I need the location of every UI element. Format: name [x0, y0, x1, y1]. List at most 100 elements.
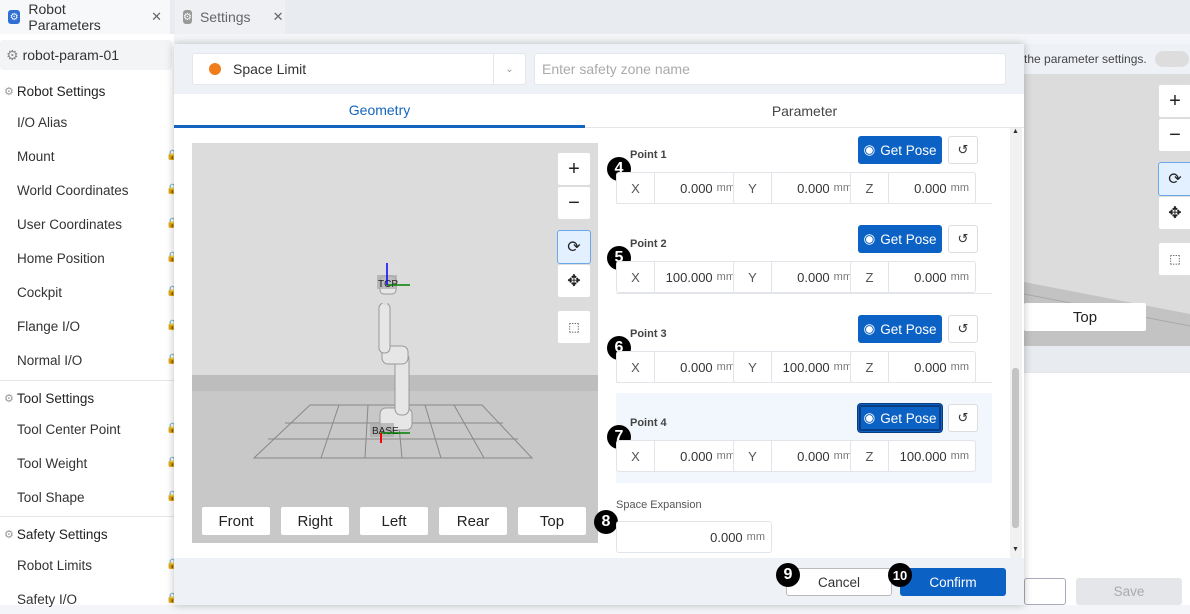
zoom-in-button[interactable]: +: [1158, 84, 1190, 118]
sidebar-section[interactable]: ⚙ Safety Settings: [0, 519, 174, 549]
point-y-input[interactable]: Y 0.000 mm: [733, 172, 859, 204]
background-panel: [1024, 372, 1190, 605]
sidebar-item[interactable]: Tool Shape: [17, 482, 172, 512]
unit: mm: [833, 361, 852, 373]
gear-icon: ⚙: [183, 10, 192, 24]
sidebar-item[interactable]: I/O Alias: [17, 107, 172, 137]
section-title: Safety Settings: [16, 526, 108, 542]
unit: mm: [716, 450, 735, 462]
point-x-input[interactable]: X 100.000 mm: [616, 261, 742, 293]
sidebar-item[interactable]: Tool Center Point: [17, 414, 172, 444]
point-x-input[interactable]: X 0.000 mm: [616, 440, 742, 472]
sidebar-item[interactable]: Normal I/O: [17, 345, 172, 375]
point-y-input[interactable]: Y 0.000 mm: [733, 440, 859, 472]
view-label: Rear: [456, 512, 490, 530]
reset-icon[interactable]: ↺: [948, 225, 978, 253]
zone-name-input[interactable]: [534, 53, 1006, 85]
divider: [616, 382, 992, 383]
view-button[interactable]: Top: [518, 507, 586, 535]
reset-icon[interactable]: ↺: [948, 404, 978, 432]
sidebar-item[interactable]: Tool Weight: [17, 448, 172, 478]
3d-viewport[interactable]: TCP BASE + − ⟳ ✥ ⬚ Front Right Left Rear Top: [192, 143, 598, 543]
sidebar-item[interactable]: World Coordinates: [17, 175, 172, 205]
sidebar-item[interactable]: Flange I/O: [17, 311, 172, 341]
get-pose-button[interactable]: ◉ Get Pose: [858, 315, 942, 343]
point-x-input[interactable]: X 0.000 mm: [616, 172, 742, 204]
zoom-in-button[interactable]: +: [557, 152, 591, 186]
get-pose-button[interactable]: ◉ Get Pose: [858, 404, 942, 432]
confirm-button[interactable]: Confirm: [900, 568, 1006, 596]
sidebar-item[interactable]: Home Position: [17, 243, 172, 273]
lock-toggle[interactable]: [1154, 51, 1189, 67]
tab-settings[interactable]: ⚙ Settings ✕: [175, 0, 285, 34]
background-viewport[interactable]: + − ⟳ ✥ ⬚ Top: [1024, 74, 1190, 346]
unit: mm: [950, 271, 969, 283]
point-y-input[interactable]: Y 0.000 mm: [733, 261, 859, 293]
point-y-input[interactable]: Y 100.000 mm: [733, 351, 859, 383]
view-button[interactable]: Right: [281, 507, 349, 535]
view-button[interactable]: Front: [202, 507, 270, 535]
point-x-input[interactable]: X 0.000 mm: [616, 351, 742, 383]
sidebar-item[interactable]: Mount: [17, 141, 172, 171]
get-pose-label: Get Pose: [880, 410, 937, 426]
space-expansion-input[interactable]: 0.000 mm: [616, 521, 772, 553]
close-icon[interactable]: ✕: [151, 9, 162, 24]
fit-icon[interactable]: ⬚: [557, 310, 591, 344]
point-label: Point 1: [630, 149, 667, 161]
robot-selector[interactable]: ⚙ robot-param-01: [0, 40, 172, 70]
scroll-down-icon[interactable]: ▼: [1012, 546, 1019, 553]
cancel-button[interactable]: Cancel: [786, 568, 892, 596]
point-z-input[interactable]: Z 100.000 mm: [850, 440, 976, 472]
save-label: Save: [1113, 584, 1145, 599]
sidebar-item[interactable]: Robot Limits: [17, 550, 172, 580]
sidebar-section[interactable]: ⚙ Tool Settings: [0, 383, 174, 413]
divider: [616, 293, 992, 294]
background-button[interactable]: [1024, 578, 1066, 605]
unit: mm: [833, 450, 852, 462]
background-band: [1024, 346, 1190, 372]
chevron-down-icon[interactable]: ⌄: [493, 54, 525, 84]
move-icon[interactable]: ✥: [557, 264, 591, 298]
close-icon[interactable]: ✕: [272, 9, 284, 24]
fit-icon[interactable]: ⬚: [1158, 242, 1190, 276]
zoom-out-button[interactable]: −: [1158, 118, 1190, 152]
point-z-input[interactable]: Z 0.000 mm: [850, 261, 976, 293]
sidebar-section[interactable]: ⚙ Robot Settings: [0, 76, 174, 106]
view-top-button[interactable]: Top: [1024, 303, 1146, 331]
save-button[interactable]: Save: [1076, 578, 1182, 605]
robot-icon: ⚙: [8, 10, 21, 24]
rotate-icon[interactable]: ⟳: [1158, 162, 1190, 196]
tab-label: Robot Parameters: [28, 1, 101, 33]
scroll-up-icon[interactable]: ▲: [1012, 128, 1019, 135]
axis-label: Y: [734, 173, 772, 203]
tab-robot-parameters[interactable]: ⚙ Robot Parameters ✕: [0, 0, 170, 34]
value: 100.000: [782, 359, 830, 375]
point-z-input[interactable]: Z 0.000 mm: [850, 351, 976, 383]
point-z-input[interactable]: Z 0.000 mm: [850, 172, 976, 204]
scroll-thumb[interactable]: [1012, 368, 1019, 528]
zone-type-select[interactable]: Space Limit ⌄: [192, 53, 526, 85]
reset-icon[interactable]: ↺: [948, 136, 978, 164]
get-pose-button[interactable]: ◉ Get Pose: [858, 136, 942, 164]
divider: [0, 380, 174, 381]
view-button[interactable]: Rear: [439, 507, 507, 535]
view-button[interactable]: Left: [360, 507, 428, 535]
scrollbar[interactable]: ▲ ▼: [1010, 128, 1022, 558]
reset-icon[interactable]: ↺: [948, 315, 978, 343]
move-icon[interactable]: ✥: [1158, 196, 1190, 230]
axis-label: Y: [734, 352, 772, 382]
get-pose-button[interactable]: ◉ Get Pose: [858, 225, 942, 253]
rotate-icon[interactable]: ⟳: [557, 230, 591, 264]
sidebar-item[interactable]: User Coordinates: [17, 209, 172, 239]
zoom-out-button[interactable]: −: [557, 186, 591, 220]
sidebar-item[interactable]: Cockpit: [17, 277, 172, 307]
tab-geometry[interactable]: Geometry: [174, 94, 585, 128]
sidebar-item-label: I/O Alias: [17, 114, 68, 130]
badge: 10: [888, 563, 912, 587]
tab-parameter[interactable]: Parameter: [585, 94, 1024, 128]
value: 0.000: [680, 448, 713, 464]
sidebar-item-label: Flange I/O: [17, 318, 81, 334]
sidebar-item[interactable]: Safety I/O: [17, 584, 172, 614]
axis-label: Y: [734, 441, 772, 471]
point-label: Point 4: [630, 417, 667, 429]
